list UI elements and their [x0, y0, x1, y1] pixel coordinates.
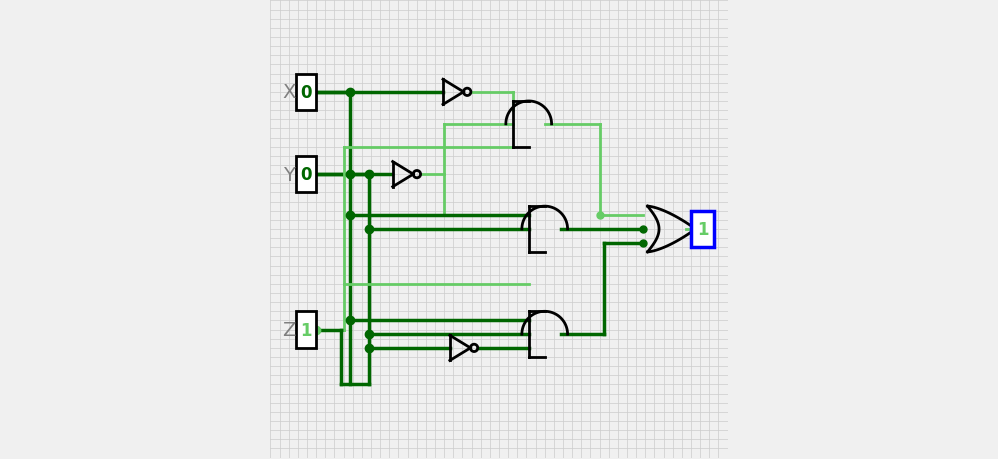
Text: 0: 0	[300, 166, 311, 184]
Text: Y: Y	[282, 165, 294, 184]
FancyBboxPatch shape	[295, 312, 316, 348]
Text: 1: 1	[697, 220, 709, 239]
Text: 0: 0	[300, 84, 311, 101]
Text: X: X	[282, 83, 295, 102]
FancyBboxPatch shape	[691, 211, 714, 248]
Text: Z: Z	[282, 320, 295, 339]
FancyBboxPatch shape	[295, 74, 316, 111]
FancyBboxPatch shape	[295, 157, 316, 193]
Text: 1: 1	[300, 321, 311, 339]
